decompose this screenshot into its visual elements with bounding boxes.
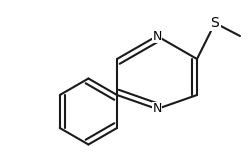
Text: N: N	[152, 30, 162, 43]
Text: S: S	[210, 16, 220, 30]
Text: N: N	[152, 103, 162, 116]
